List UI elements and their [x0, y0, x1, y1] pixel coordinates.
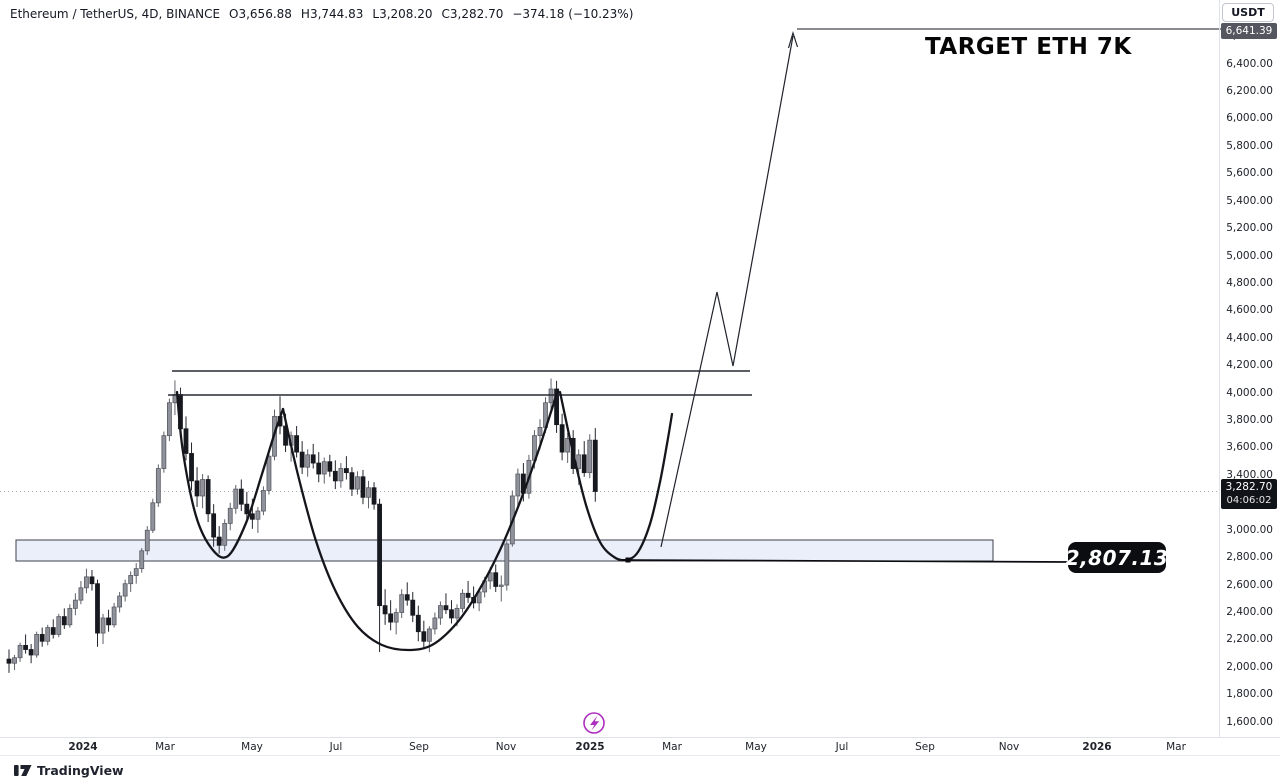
- price-axis-label: 2,600.00: [1226, 578, 1273, 591]
- cup-curve-3[interactable]: [558, 390, 674, 562]
- price-axis-label: 5,600.00: [1226, 167, 1273, 180]
- time-axis-label: Jul: [835, 741, 849, 753]
- price-axis-label: 5,000.00: [1226, 249, 1273, 262]
- time-axis-label: 2025: [575, 741, 605, 753]
- price-axis-label: 2,400.00: [1226, 605, 1273, 618]
- arrowhead: [787, 30, 799, 49]
- price-axis-label: 3,800.00: [1226, 414, 1273, 427]
- support-price-badge[interactable]: 2,807.13: [1066, 542, 1168, 573]
- cup-curve-2[interactable]: [281, 388, 560, 652]
- time-axis-label: May: [241, 741, 263, 753]
- time-axis-label: Nov: [998, 741, 1020, 753]
- time-axis-label: Sep: [915, 741, 935, 753]
- price-axis-label: 6,400.00: [1226, 57, 1273, 70]
- price-axis-label: 3,000.00: [1226, 523, 1273, 536]
- time-axis-label: Mar: [1166, 741, 1186, 753]
- brand-name: TradingView: [37, 763, 124, 778]
- price-axis-label: 6,200.00: [1226, 85, 1273, 97]
- current-price-value: 3,282.70: [1225, 481, 1273, 493]
- target-price-badge: 6,641.39: [1221, 23, 1277, 39]
- price-axis-label: 3,600.00: [1226, 441, 1273, 454]
- price-axis-label: 4,600.00: [1226, 304, 1273, 317]
- price-axis-label: 4,400.00: [1226, 331, 1273, 344]
- symbol-header: Ethereum / TetherUS, 4D, BINANCE O3,656.…: [10, 7, 633, 21]
- price-axis-label: 2,200.00: [1226, 633, 1273, 646]
- price-axis-label: 4,000.00: [1226, 386, 1273, 399]
- ohlc-open: O3,656.88: [229, 7, 292, 21]
- current-price-badge: 3,282.70 04:06:02: [1221, 479, 1277, 509]
- time-axis-label: Sep: [409, 741, 429, 753]
- time-axis-label: Jul: [329, 741, 343, 753]
- candles: [6, 378, 598, 673]
- ohlc-low: L3,208.20: [372, 7, 433, 21]
- price-axis-label: 3,400.00: [1226, 468, 1273, 481]
- price-axis-label: 4,200.00: [1226, 359, 1273, 372]
- price-axis-label: 1,800.00: [1226, 688, 1273, 701]
- price-axis-label: 5,800.00: [1226, 139, 1273, 152]
- time-axis-label: Mar: [662, 741, 682, 753]
- price-axis-label: 4,800.00: [1226, 276, 1273, 289]
- time-axis-label: 2024: [68, 741, 98, 753]
- change-value: −374.18 (−10.23%): [512, 7, 634, 21]
- cup-curve-1[interactable]: [175, 390, 285, 559]
- symbol-title[interactable]: Ethereum / TetherUS, 4D, BINANCE: [10, 7, 221, 21]
- countdown-timer: 04:06:02: [1226, 495, 1272, 506]
- price-axis-label: 5,400.00: [1226, 194, 1273, 207]
- price-axis-label: 2,000.00: [1226, 660, 1273, 673]
- price-axis-label: 1,600.00: [1226, 715, 1273, 728]
- time-axis-label: 2026: [1082, 741, 1112, 753]
- price-axis-label: 2,800.00: [1226, 551, 1273, 564]
- target-annotation-text[interactable]: TARGET ETH 7K: [925, 34, 1132, 60]
- breakout-marker-dot[interactable]: [625, 557, 631, 563]
- ohlc-high: H3,744.83: [300, 7, 364, 21]
- projection-arrow[interactable]: [660, 35, 794, 548]
- support-trendline[interactable]: [621, 559, 1070, 563]
- price-axis-label: 5,200.00: [1226, 222, 1273, 235]
- tradingview-logo[interactable]: TradingView: [14, 763, 124, 778]
- currency-unit-button[interactable]: USDT: [1222, 3, 1274, 22]
- time-axis-label: Nov: [495, 741, 517, 753]
- ohlc-close: C3,282.70: [441, 7, 504, 21]
- time-axis-label: Mar: [155, 741, 175, 753]
- price-axis-label: 6,000.00: [1226, 112, 1273, 125]
- tv-logo-icon: [14, 764, 32, 776]
- time-axis-label: May: [745, 741, 767, 753]
